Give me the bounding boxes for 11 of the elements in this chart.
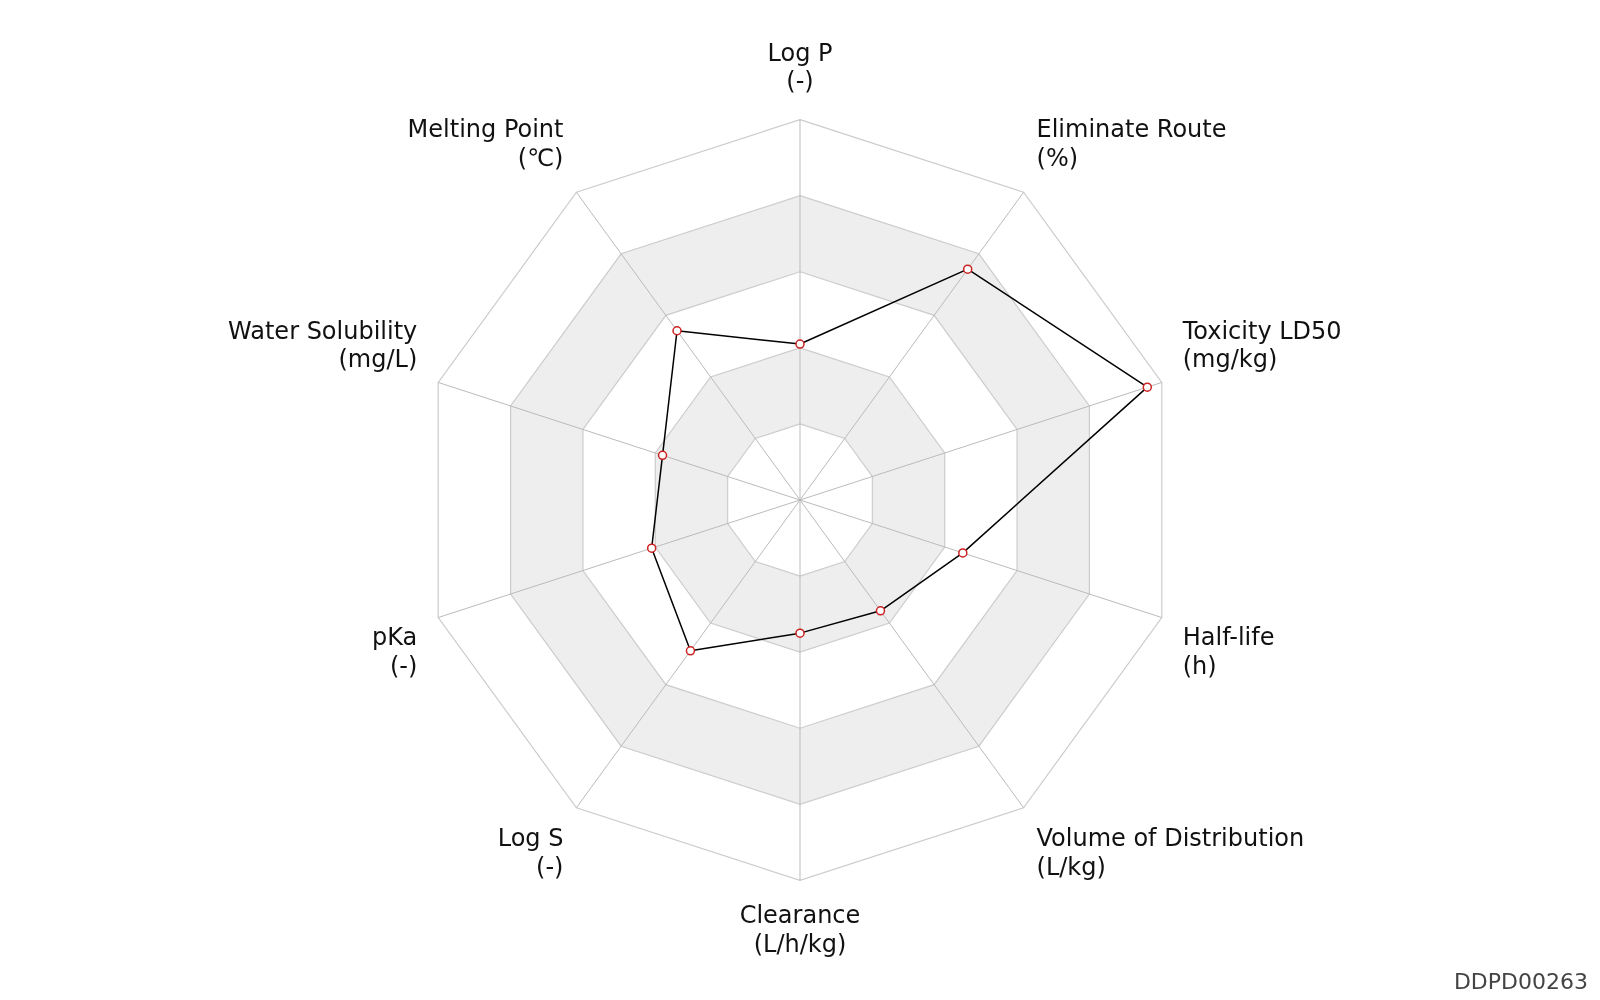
spoke-label: Melting Point (℃) [407,115,564,173]
spoke-label: Log P (-) [767,38,833,96]
spoke-label: Log S (-) [497,824,564,881]
spoke-label: pKa (-) [372,622,418,680]
text: DDPD00263 [1453,969,1588,994]
spoke-label: Water Solubility (mg/L) [228,316,418,374]
spoke-label: Toxicity LD50 (mg/kg) [1181,316,1342,374]
spoke-label: Half-life (h) [1182,622,1275,680]
spoke-label: Clearance (L/h/kg) [739,901,861,958]
spoke-label: Volume of Distribution (L/kg) [1036,824,1305,881]
spoke-label: Eliminate Route (%) [1036,115,1227,173]
